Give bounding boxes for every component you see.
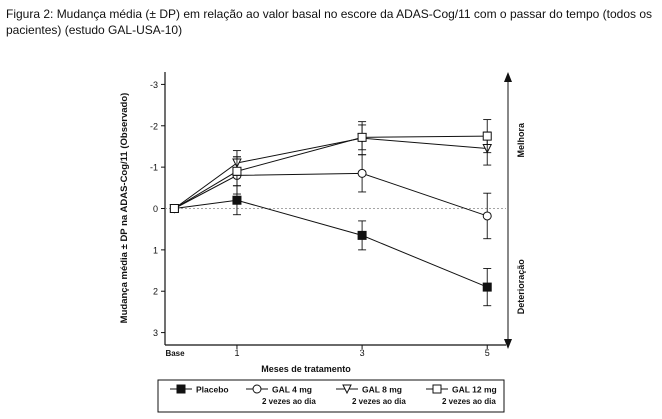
y-tick-label: 3 <box>153 328 158 338</box>
x-axis-ticks: Base 1 3 5 <box>165 345 490 358</box>
y-axis-ticks: -3 -2 -1 0 1 2 3 <box>150 80 165 338</box>
series-2 <box>169 121 493 214</box>
right-annotation: Melhora Deterioração <box>504 72 526 349</box>
legend-sublabel: 2 vezes ao dia <box>442 397 496 406</box>
series-line <box>174 172 488 217</box>
legend-label: Placebo <box>196 385 229 395</box>
label-melhora: Melhora <box>516 122 526 158</box>
data-point <box>169 204 179 213</box>
y-tick-label: -2 <box>150 121 158 131</box>
figure-caption: Figura 2: Mudança média (± DP) em relaçã… <box>6 7 653 37</box>
legend-marker <box>252 384 262 394</box>
x-tick-label: 1 <box>234 348 239 358</box>
series-line <box>174 135 488 209</box>
y-axis-label: Mudança média ± DP na ADAS-Cog/11 (Obser… <box>119 93 130 324</box>
y-tick-label: 0 <box>153 204 158 214</box>
label-deterioracao: Deterioração <box>516 259 526 315</box>
series-line <box>174 137 488 209</box>
x-axis-label: Meses de tratamento <box>261 364 351 374</box>
legend-sublabel: 2 vezes ao dia <box>352 397 406 406</box>
data-point <box>357 132 367 142</box>
legend-item-1: GAL 4 mg 2 vezes ao dia <box>246 384 316 406</box>
legend: Placebo GAL 4 mg 2 vezes ao dia GAL 8 mg 2 v… <box>157 379 505 413</box>
legend-marker <box>432 384 442 394</box>
series-0 <box>169 185 492 307</box>
x-tick-label: 5 <box>485 348 490 358</box>
data-point <box>357 230 367 240</box>
data-point <box>232 195 242 205</box>
data-point <box>482 282 492 292</box>
y-tick-label: 1 <box>153 245 158 255</box>
y-tick-label: -3 <box>150 80 158 90</box>
legend-label: GAL 12 mg <box>452 385 497 395</box>
arrow-up-icon <box>504 72 512 82</box>
legend-marker <box>342 384 352 395</box>
legend-item-3: GAL 12 mg 2 vezes ao dia <box>426 384 497 406</box>
y-tick-label: 2 <box>153 287 158 297</box>
x-tick-label: Base <box>165 349 185 358</box>
series-line <box>174 199 488 288</box>
legend-marker <box>176 384 186 394</box>
series-layer <box>169 119 493 307</box>
legend-sublabel: 2 vezes ao dia <box>262 397 316 406</box>
data-point <box>357 168 367 178</box>
data-point <box>482 131 492 141</box>
data-point <box>482 211 492 221</box>
legend-item-0: Placebo <box>170 384 229 395</box>
y-tick-label: -1 <box>150 163 158 173</box>
legend-box <box>157 379 505 413</box>
series-3 <box>169 119 492 213</box>
data-point <box>232 166 242 176</box>
legend-item-2: GAL 8 mg 2 vezes ao dia <box>336 384 406 406</box>
legend-label: GAL 4 mg <box>272 385 312 395</box>
arrow-down-icon <box>504 339 512 349</box>
legend-label: GAL 8 mg <box>362 385 402 395</box>
x-tick-label: 3 <box>360 348 365 358</box>
